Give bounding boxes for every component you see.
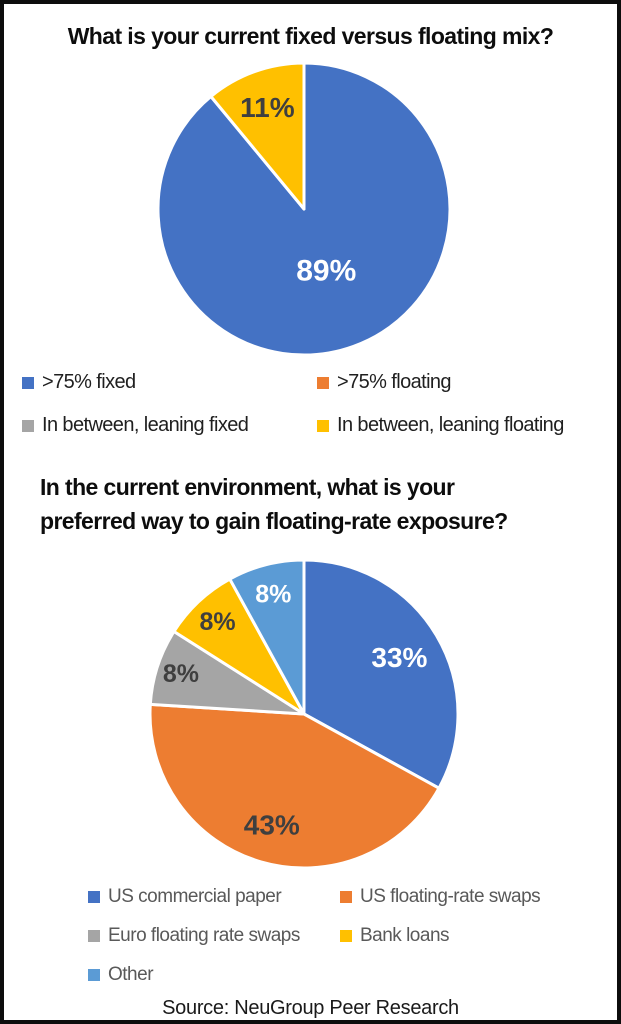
legend-swatch-icon [317, 376, 329, 389]
legend-item: In between, leaning fixed [22, 413, 317, 438]
legend-item: >75% fixed [22, 370, 317, 395]
pie-slice [148, 702, 441, 870]
pie-data-label: 8% [255, 581, 291, 609]
pie-data-label: 89% [296, 254, 356, 287]
pie-data-label: 33% [371, 642, 427, 673]
legend-item: Other [88, 962, 340, 987]
legend-label: US floating-rate swaps [360, 886, 541, 907]
fixed-vs-floating-pie-chart: 89% 11% [156, 61, 452, 357]
pie-slice [209, 61, 306, 211]
chart1-legend: >75% fixed >75% floating In between, lea… [22, 370, 612, 438]
legend-swatch-icon [88, 968, 100, 981]
legend-label: Other [108, 964, 154, 985]
legend-item: US commercial paper [88, 884, 340, 909]
legend-item: Bank loans [340, 923, 613, 948]
pie-data-label: 43% [244, 809, 300, 840]
legend-label: Euro floating rate swaps [108, 925, 300, 946]
legend-swatch-icon [88, 890, 100, 903]
legend-swatch-icon [22, 376, 34, 389]
legend-label: >75% fixed [42, 371, 136, 393]
chart2-legend: US commercial paper US floating-rate swa… [88, 884, 613, 987]
pie-slice [228, 558, 306, 716]
legend-item: US floating-rate swaps [340, 884, 613, 909]
legend-swatch-icon [88, 929, 100, 942]
legend-item: In between, leaning floating [317, 413, 612, 438]
pie-data-label: 11% [240, 92, 295, 123]
legend-label: In between, leaning floating [337, 414, 564, 436]
legend-label: >75% floating [337, 371, 452, 393]
legend-swatch-icon [340, 929, 352, 942]
legend-item: >75% floating [317, 370, 612, 395]
floating-rate-exposure-pie-chart: 33%43%8%8%8% [148, 558, 460, 870]
legend-label: US commercial paper [108, 886, 282, 907]
legend-swatch-icon [340, 890, 352, 903]
pie-slice [302, 558, 460, 790]
chart1-title: What is your current fixed versus floati… [67, 23, 554, 49]
legend-swatch-icon [22, 419, 34, 432]
chart2-title: In the current environment, what is your… [40, 474, 508, 534]
source-note: Source: NeuGroup Peer Research [162, 997, 459, 1019]
pie-data-label: 8% [163, 660, 199, 688]
pie-data-label: 8% [199, 608, 235, 636]
legend-item: Euro floating rate swaps [88, 923, 340, 948]
legend-label: Bank loans [360, 925, 450, 946]
legend-label: In between, leaning fixed [42, 414, 249, 436]
legend-swatch-icon [317, 419, 329, 432]
